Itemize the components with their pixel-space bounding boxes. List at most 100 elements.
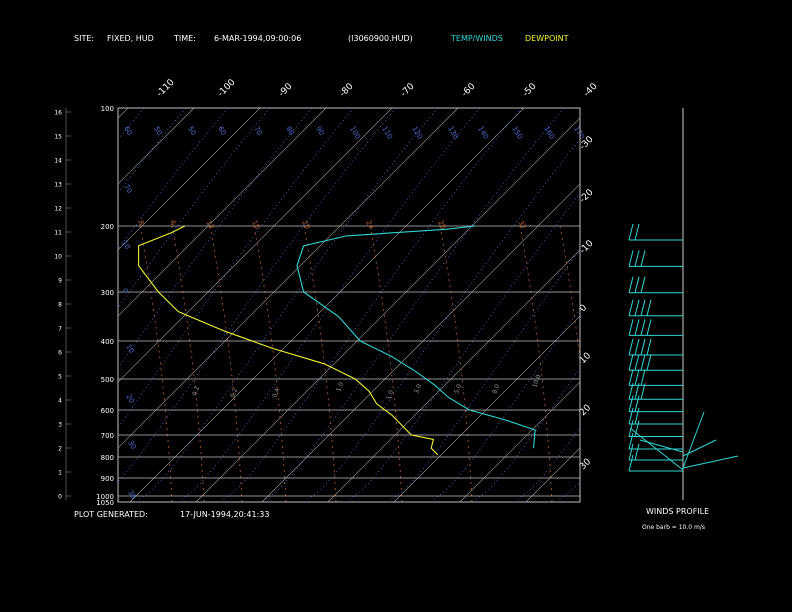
dry-adiabat-lines — [0, 108, 792, 501]
isotherm-line — [118, 108, 129, 119]
plot-frame — [117, 107, 581, 503]
dry-adiabat-label: 30 — [126, 439, 137, 451]
winds-profile-panel — [628, 108, 739, 500]
top-temperature-label: -70 — [399, 81, 417, 99]
pressure-tick-label: 1050 — [96, 499, 114, 507]
mixing-ratio-line — [171, 225, 205, 502]
small-mixing-label: 0.2 — [229, 387, 239, 399]
dry-adiabat-line — [601, 108, 792, 500]
height-tick-label: 15 — [54, 134, 62, 141]
dry-adiabat-label: 160 — [542, 125, 556, 141]
wind-barb-flag — [628, 395, 634, 412]
wind-barb-flag — [628, 250, 634, 267]
wind-barb-flag — [628, 338, 634, 356]
wind-barb-flag — [634, 369, 640, 386]
isotherm-line — [118, 108, 459, 449]
pressure-tick-label: 1000 — [96, 493, 114, 501]
dewpoint-trace — [138, 225, 439, 456]
dry-adiabat-label: 90 — [314, 125, 325, 137]
wind-barb-lowlevel — [682, 439, 717, 457]
site-label: SITE: — [74, 34, 94, 43]
wind-barb-lowlevel — [682, 455, 739, 469]
temperature-trace — [296, 225, 536, 449]
pressure-tick-label: 200 — [101, 223, 114, 231]
wind-barb-flag — [634, 395, 640, 412]
wind-barb-flag — [634, 383, 640, 400]
dry-adiabat-label: 10 — [120, 239, 131, 251]
mixing-ratio-label: 6 — [168, 219, 177, 227]
mixing-ratio-label: 28 — [436, 219, 447, 231]
right-temperature-label: 0 — [578, 303, 589, 314]
isotherm-line — [129, 108, 525, 502]
height-tick-label: 14 — [54, 158, 62, 165]
small-mixing-label: 1.0 — [335, 381, 345, 393]
top-temperature-label: -80 — [338, 81, 356, 99]
plot-generated-value: 17-JUN-1994,20:41:33 — [180, 510, 269, 519]
wind-barb-flag — [646, 338, 652, 356]
wind-barb-flag — [628, 407, 634, 425]
dry-adiabat-label: 150 — [510, 125, 524, 141]
small-mixing-label: 3.0 — [413, 383, 423, 395]
wind-barb-flag — [640, 383, 646, 400]
pressure-tick-label: 800 — [101, 454, 114, 462]
isotherm-line — [459, 381, 580, 502]
wind-barb-flag — [634, 250, 640, 267]
dry-adiabat-label: 10 — [124, 343, 135, 355]
isotherm-line — [195, 117, 580, 502]
wind-barb-flag — [628, 299, 634, 316]
dry-adiabat-label: 70 — [122, 183, 133, 195]
dry-adiabat-line — [118, 108, 355, 429]
height-tick-label: 6 — [58, 350, 62, 357]
height-tick-label: 13 — [54, 182, 62, 189]
mixing-ratio-label: 32 — [516, 219, 527, 231]
height-tick-label: 9 — [58, 278, 62, 285]
right-temperature-label: -20 — [578, 187, 596, 205]
wind-barb — [628, 223, 683, 241]
time-label: TIME: — [173, 34, 196, 43]
height-tick-label: 3 — [58, 422, 62, 429]
dry-adiabat-line — [0, 108, 102, 500]
top-temperature-label: -110 — [155, 77, 177, 99]
pressure-tick-label: 500 — [101, 376, 114, 384]
height-tick-label: 2 — [58, 446, 62, 453]
mixing-ratio-label: 20 — [300, 219, 311, 231]
dry-adiabat-label: 100 — [348, 125, 362, 141]
height-tick-label: 8 — [58, 302, 62, 309]
pressure-tick-label: 700 — [101, 432, 114, 440]
wind-barb-flag — [646, 319, 652, 336]
wind-barb-flag — [628, 354, 634, 371]
small-mixing-label: 0.2 — [191, 385, 201, 397]
file-id: (I3060900.HUD) — [348, 34, 413, 43]
wind-barb-flag — [640, 338, 646, 356]
small-mixing-label: 0.4 — [271, 387, 281, 399]
wind-barb — [628, 354, 683, 371]
height-tick-label: 0 — [58, 494, 62, 501]
plot-generated-label: PLOT GENERATED: — [74, 510, 148, 519]
wind-barb-flag — [640, 369, 646, 386]
wind-barb-flag — [646, 299, 652, 316]
wind-barb-flag — [634, 338, 640, 356]
mixing-ratio-line — [519, 225, 553, 502]
grid-line-labels: 60 50 50 60 70 80 90 100 110 120 130 140 150 160 17070… — [120, 125, 586, 501]
wind-barb-flag — [634, 276, 640, 293]
dry-adiabat-label: 35 — [126, 489, 137, 501]
pressure-tick-label: 900 — [101, 475, 114, 483]
dry-adiabat-label: 140 — [476, 125, 490, 141]
dry-adiabat-line — [222, 108, 523, 501]
dry-adiabat-line — [118, 108, 313, 369]
dry-adiabat-line — [118, 108, 187, 194]
wind-barb-flag — [634, 299, 640, 316]
wind-barb — [628, 443, 683, 461]
height-tick-label: 7 — [58, 326, 62, 333]
height-tick-label: 10 — [54, 254, 62, 261]
isotherm-line — [393, 315, 580, 502]
mixing-ratio-line — [303, 225, 337, 502]
height-tick-label: 4 — [58, 398, 62, 405]
dry-adiabat-label: 70 — [252, 125, 263, 137]
wind-barb — [628, 369, 683, 386]
isotherm-line — [118, 108, 327, 317]
wind-barb-flag — [628, 443, 634, 461]
site-value: FIXED, HUD — [107, 34, 154, 43]
